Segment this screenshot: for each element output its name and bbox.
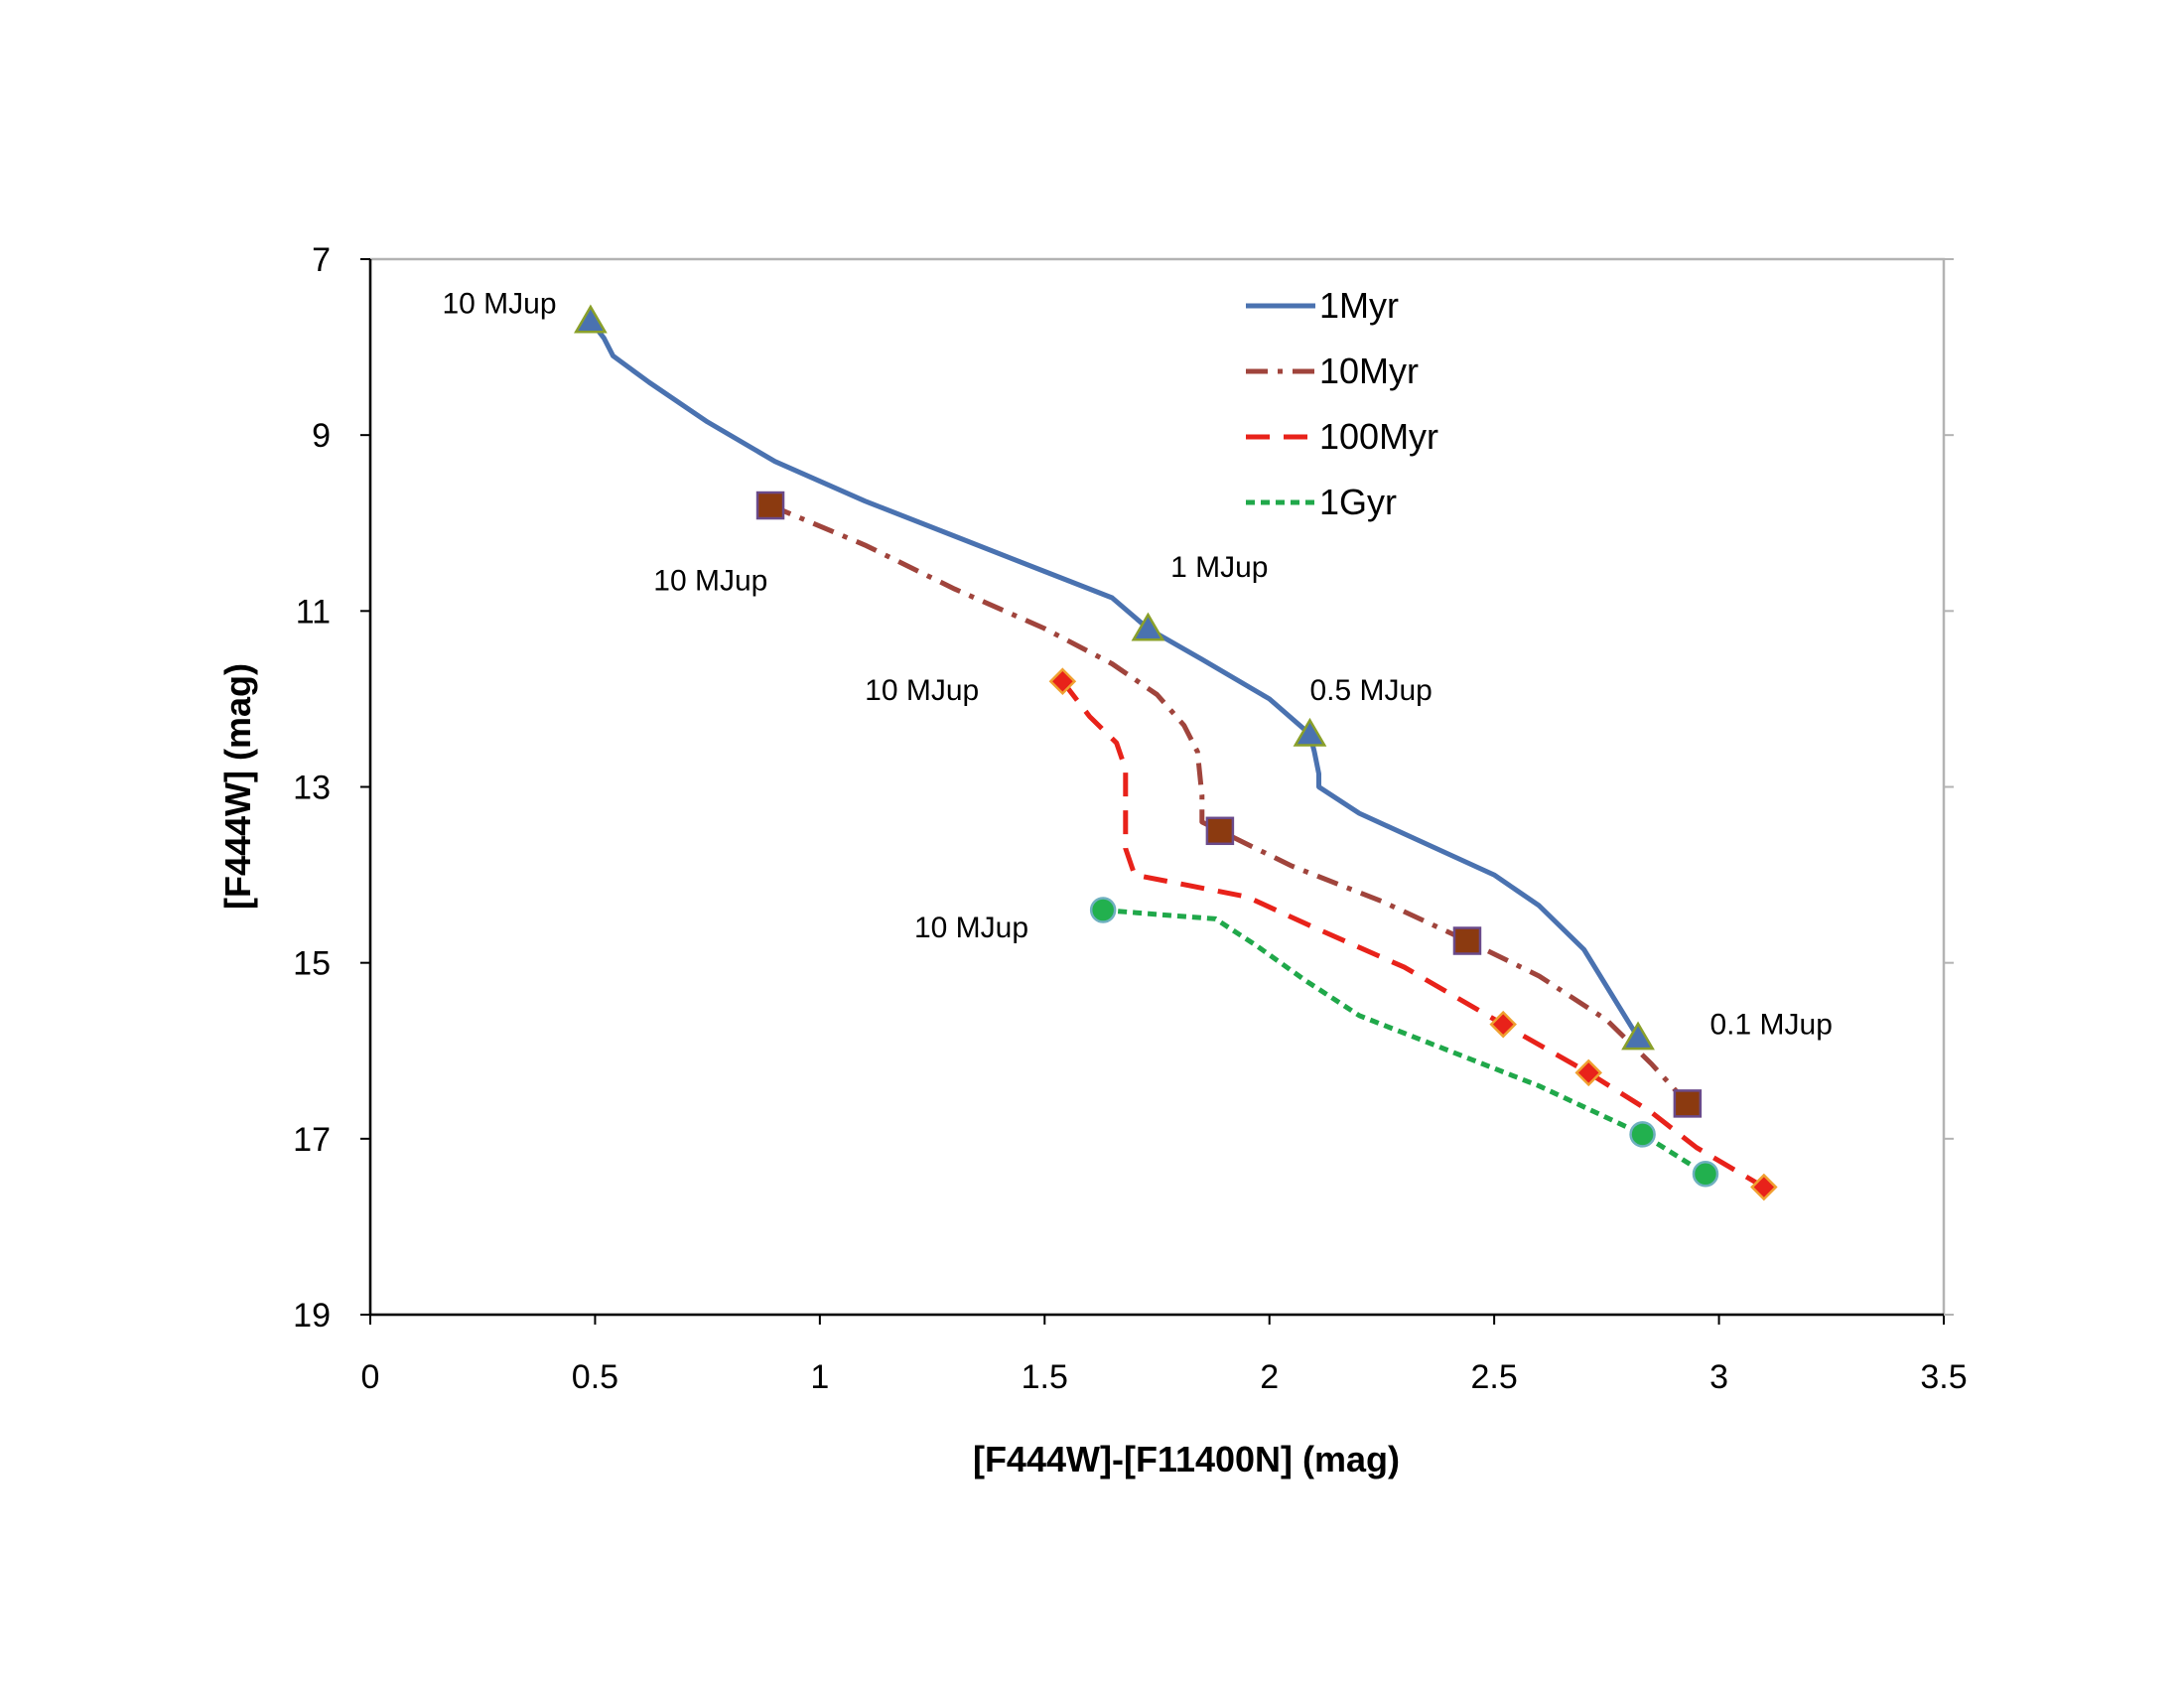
- legend: 1Myr 10Myr 100Myr 1Gyr: [1246, 285, 1438, 522]
- annotations: 10 MJup 10 MJup 1 MJup 10 MJup 0.5 MJup 10 MJ…: [442, 287, 1832, 1041]
- annotation-label: 0.1 MJup: [1710, 1009, 1833, 1042]
- y-tick-label: 9: [312, 417, 331, 455]
- series-markers: [574, 304, 1778, 1201]
- x-tick-label: 1: [810, 1358, 829, 1396]
- y-ticks: 7 9 11 13 15 17 19: [293, 241, 1954, 1335]
- annotation-label: 10 MJup: [914, 912, 1028, 944]
- y-tick-label: 19: [293, 1297, 331, 1335]
- marker-100myr: [1048, 667, 1077, 695]
- marker-10myr: [1205, 816, 1235, 846]
- x-tick-label: 1.5: [1022, 1358, 1068, 1396]
- marker-1myr: [1621, 1021, 1655, 1051]
- annotation-label: 10 MJup: [653, 564, 767, 597]
- x-tick-label: 2.5: [1471, 1358, 1518, 1396]
- legend-label: 100Myr: [1319, 416, 1438, 457]
- x-tick-label: 0: [361, 1358, 380, 1396]
- legend-label: 1Myr: [1319, 285, 1399, 326]
- annotation-label: 1 MJup: [1170, 551, 1268, 584]
- plot-frame: [368, 257, 1946, 1317]
- annotation-label: 10 MJup: [865, 674, 979, 707]
- y-tick-label: 11: [296, 593, 331, 631]
- x-tick-label: 0.5: [572, 1358, 618, 1396]
- y-tick-label: 7: [312, 241, 331, 279]
- marker-100myr: [1750, 1173, 1778, 1201]
- x-axis-title: [F444W]-[F11400N] (mag): [973, 1439, 1400, 1479]
- legend-label: 1Gyr: [1319, 482, 1397, 522]
- marker-1myr: [1131, 612, 1165, 641]
- legend-label: 10Myr: [1319, 351, 1419, 391]
- series-line-1myr: [588, 318, 1641, 1041]
- series-line-100myr: [1060, 679, 1766, 1190]
- marker-1gyr: [1089, 897, 1117, 923]
- series-line-10myr: [769, 502, 1690, 1106]
- marker-1myr: [574, 304, 608, 334]
- marker-1myr: [1293, 717, 1327, 747]
- x-tick-label: 2: [1260, 1358, 1279, 1396]
- x-ticks: 0 0.5 1 1.5 2 2.5 3 3.5: [361, 1315, 1968, 1396]
- marker-1gyr: [1629, 1121, 1656, 1148]
- annotation-label: 10 MJup: [442, 287, 556, 320]
- annotation-label: 0.5 MJup: [1309, 674, 1432, 707]
- marker-10myr: [755, 491, 785, 520]
- y-tick-label: 15: [293, 945, 331, 983]
- y-axis-title: [F444W] (mag): [217, 663, 258, 910]
- x-tick-label: 3: [1709, 1358, 1728, 1396]
- marker-10myr: [1673, 1089, 1703, 1118]
- series-lines: [588, 318, 1766, 1190]
- marker-100myr: [1489, 1010, 1517, 1039]
- y-tick-label: 17: [293, 1121, 331, 1159]
- series-line-1gyr: [1102, 908, 1707, 1177]
- y-tick-label: 13: [293, 770, 331, 807]
- marker-1gyr: [1692, 1161, 1719, 1188]
- marker-10myr: [1452, 926, 1482, 955]
- x-tick-label: 3.5: [1920, 1358, 1967, 1396]
- marker-100myr: [1574, 1058, 1603, 1087]
